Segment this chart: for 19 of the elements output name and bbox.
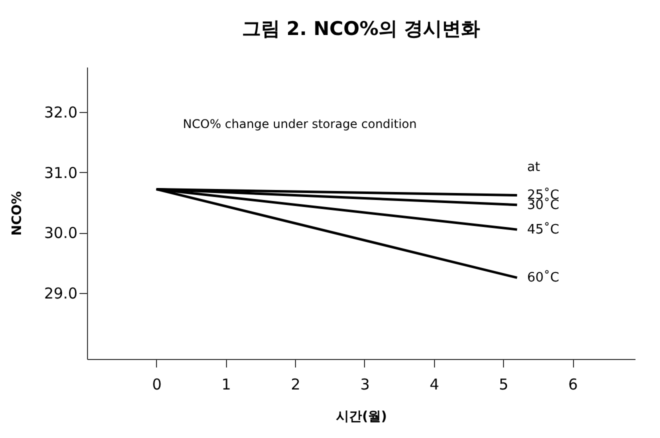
series-label: 45˚C — [527, 222, 560, 238]
x-tick-label: 2 — [290, 376, 300, 394]
y-tick-label: 31.0 — [44, 164, 78, 182]
x-tick-label: 5 — [498, 376, 508, 394]
x-tick-label: 1 — [221, 376, 232, 394]
y-tick-label: 30.0 — [44, 224, 78, 242]
y-tick-label: 29.0 — [44, 284, 78, 302]
annotation: at — [527, 160, 540, 175]
y-axis-title: NCO% — [10, 191, 26, 236]
x-tick-label: 3 — [360, 376, 370, 394]
y-tick-label: 32.0 — [44, 104, 78, 122]
x-axis-title: 시간(월) — [336, 410, 387, 424]
x-tick-label: 4 — [430, 376, 440, 394]
x-tick-label: 6 — [568, 376, 578, 394]
series-label: 60˚C — [527, 270, 560, 286]
annotation: NCO% change under storage condition — [182, 117, 417, 131]
series-label: 30˚C — [527, 196, 560, 213]
chart-title: 그림 2. NCO%의 경시변화 — [242, 18, 480, 40]
x-tick-label: 0 — [152, 376, 162, 394]
